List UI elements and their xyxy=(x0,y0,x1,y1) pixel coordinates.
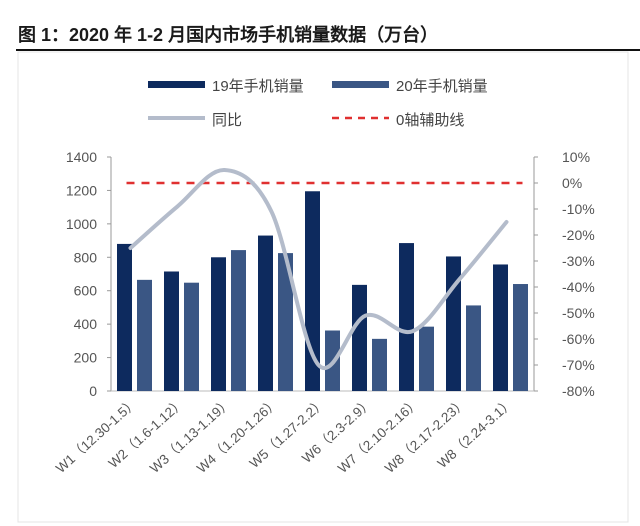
left-tick-label: 800 xyxy=(74,249,98,265)
legend-label-zero: 0轴辅助线 xyxy=(396,112,464,129)
legend-label-20: 20年手机销量 xyxy=(396,78,488,95)
left-tick-label: 1400 xyxy=(66,149,97,165)
right-tick-label: 10% xyxy=(562,149,590,165)
bar-2020 xyxy=(513,284,528,391)
bar-2020 xyxy=(372,338,387,391)
legend-swatch-19 xyxy=(148,81,205,88)
x-tick-label: W3（1.13-1.19） xyxy=(147,395,235,476)
bar-2019 xyxy=(446,256,461,391)
left-tick-label: 600 xyxy=(74,283,98,299)
right-tick-label: -10% xyxy=(562,201,595,217)
right-tick-label: -80% xyxy=(562,383,595,399)
legend-label-19: 19年手机销量 xyxy=(212,78,304,95)
right-tick-label: -40% xyxy=(562,279,595,295)
bar-2020 xyxy=(231,250,246,391)
bar-2019 xyxy=(399,243,414,391)
x-tick-label: W8（2.17-2.23） xyxy=(382,395,470,476)
chart-title: 图 1：2020 年 1-2 月国内市场手机销量数据（万台） xyxy=(18,24,438,45)
plot-area: 0 200 400 600 800 1000 1200 1400 -80% -70% -60% -50… xyxy=(53,149,595,476)
bar-2019 xyxy=(164,271,179,391)
bar-2020 xyxy=(419,326,434,391)
chart-frame xyxy=(17,51,629,523)
left-tick-label: 1000 xyxy=(66,216,97,232)
x-tick-label: W7（2.10-2.16） xyxy=(335,395,423,476)
bar-2020 xyxy=(184,282,199,391)
bar-2019 xyxy=(493,264,508,391)
left-tick-label: 200 xyxy=(74,350,98,366)
bar-2019 xyxy=(211,257,226,391)
right-tick-label: 0% xyxy=(562,175,582,191)
x-tick-label: W4（1.20-1.26） xyxy=(194,395,282,476)
bar-2019 xyxy=(258,235,273,391)
legend-label-yoy: 同比 xyxy=(212,112,242,129)
right-tick-label: -20% xyxy=(562,227,595,243)
bar-2020 xyxy=(466,305,481,391)
bar-2019 xyxy=(352,284,367,391)
x-tick-label: W1（12.30-1.5） xyxy=(53,395,141,476)
legend-swatch-20 xyxy=(332,81,389,88)
right-tick-label: -60% xyxy=(562,331,595,347)
left-tick-label: 0 xyxy=(89,383,97,399)
legend: 19年手机销量 20年手机销量 同比 0轴辅助线 xyxy=(148,78,488,129)
right-tick-label: -70% xyxy=(562,357,595,373)
bar-2019 xyxy=(117,243,132,391)
right-tick-label: -50% xyxy=(562,305,595,321)
left-tick-label: 400 xyxy=(74,316,98,332)
right-tick-label: -30% xyxy=(562,253,595,269)
bar-2020 xyxy=(278,253,293,391)
bar-2020 xyxy=(137,279,152,391)
left-tick-label: 1200 xyxy=(66,182,97,198)
